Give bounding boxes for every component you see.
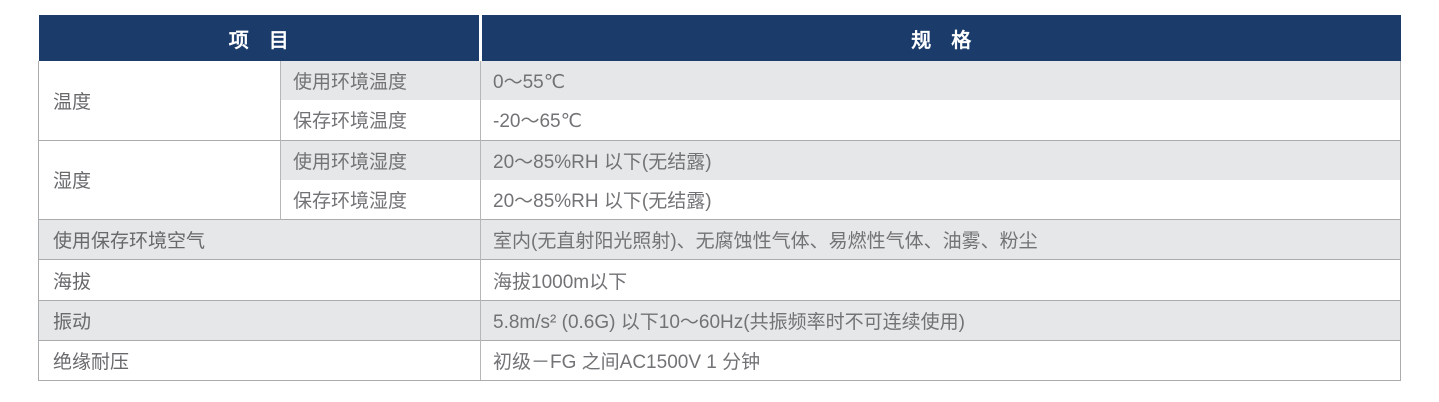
header-item-cell: 项 目 bbox=[38, 15, 481, 61]
specification-table: 项 目 规 格 温度 使用环境温度 0～55℃ 保存环境温度 -20～65℃ 湿… bbox=[38, 15, 1401, 382]
sub-item-label: 保存环境温度 bbox=[280, 100, 481, 141]
spec-value: 5.8m/s² (0.6G) 以下10～60Hz(共振频率时不可连续使用) bbox=[480, 299, 1401, 341]
specification-table-container: 项 目 规 格 温度 使用环境温度 0～55℃ 保存环境温度 -20～65℃ 湿… bbox=[38, 15, 1401, 382]
spec-value: -20～65℃ bbox=[480, 100, 1401, 141]
sub-item-label: 使用环境温度 bbox=[280, 61, 481, 101]
item-label-vibration: 振动 bbox=[38, 299, 481, 341]
spec-value: 室内(无直射阳光照射)、无腐蚀性气体、易燃性气体、油雾、粉尘 bbox=[480, 219, 1401, 260]
sub-item-label: 保存环境湿度 bbox=[280, 179, 481, 220]
table-row: 湿度 使用环境湿度 20～85%RH 以下(无结露) bbox=[38, 139, 1401, 220]
item-label-insulation: 绝缘耐压 bbox=[38, 340, 481, 382]
spec-value: 0～55℃ bbox=[480, 61, 1401, 101]
table-row: 振动 5.8m/s² (0.6G) 以下10～60Hz(共振频率时不可连续使用) bbox=[38, 299, 1401, 341]
spec-value: 20～85%RH 以下(无结露) bbox=[480, 139, 1401, 180]
table-row: 温度 使用环境温度 0～55℃ bbox=[38, 61, 1401, 141]
table-row: 海拔 海拔1000m以下 bbox=[38, 259, 1401, 301]
group-label-temperature: 温度 bbox=[38, 61, 281, 141]
spec-value: 初级－FG 之间AC1500V 1 分钟 bbox=[480, 340, 1401, 382]
table-row: 保存环境温度 -20～65℃ bbox=[39, 100, 1401, 141]
group-label-humidity: 湿度 bbox=[38, 139, 281, 220]
spec-value: 海拔1000m以下 bbox=[480, 259, 1401, 301]
item-label-ambient-air: 使用保存环境空气 bbox=[38, 219, 481, 260]
sub-item-label: 使用环境湿度 bbox=[280, 139, 481, 180]
table-row: 绝缘耐压 初级－FG 之间AC1500V 1 分钟 bbox=[38, 340, 1401, 382]
spec-value: 20～85%RH 以下(无结露) bbox=[480, 179, 1401, 220]
table-row: 使用保存环境空气 室内(无直射阳光照射)、无腐蚀性气体、易燃性气体、油雾、粉尘 bbox=[38, 219, 1401, 260]
table-header-row: 项 目 规 格 bbox=[38, 15, 1401, 61]
table-row: 保存环境湿度 20～85%RH 以下(无结露) bbox=[39, 179, 1401, 220]
item-label-altitude: 海拔 bbox=[38, 259, 481, 301]
header-spec-cell: 规 格 bbox=[479, 15, 1401, 61]
